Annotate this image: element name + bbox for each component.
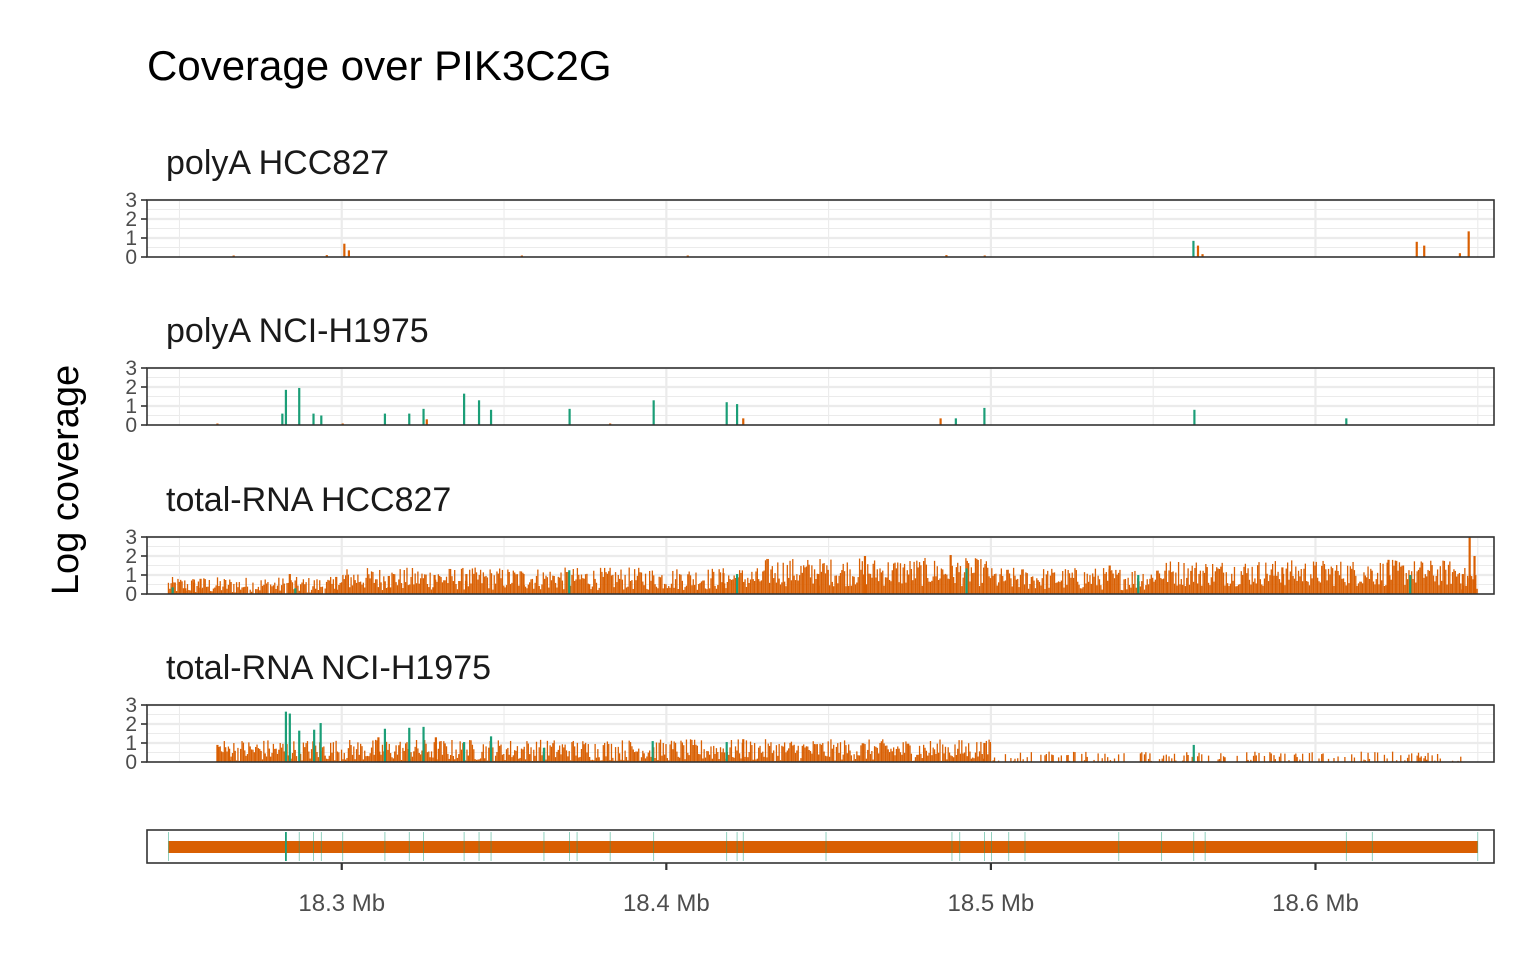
y-tick-label: 0 [125, 246, 137, 269]
y-tick-label: 2 [125, 713, 137, 736]
y-tick-label: 3 [125, 526, 137, 549]
panel-border [146, 536, 1495, 595]
gene-track [146, 829, 1495, 864]
y-tick-label: 0 [125, 751, 137, 774]
y-axis-label: Log coverage [45, 365, 87, 595]
panel-label: total-RNA NCI-H1975 [166, 649, 491, 687]
y-tick-label: 1 [125, 564, 137, 587]
y-tick-label: 0 [125, 414, 137, 437]
x-tick-label: 18.4 Mb [623, 890, 710, 917]
x-tick-label: 18.5 Mb [948, 890, 1035, 917]
y-tick-label: 1 [125, 732, 137, 755]
gene-body [168, 841, 1478, 853]
y-tick-label: 3 [125, 694, 137, 717]
x-tick-label: 18.3 Mb [298, 890, 385, 917]
panel-label: total-RNA HCC827 [166, 481, 451, 519]
panel-border [146, 199, 1495, 258]
y-tick-label: 2 [125, 376, 137, 399]
panel-label: polyA NCI-H1975 [166, 312, 429, 350]
y-tick-label: 1 [125, 227, 137, 250]
y-tick-label: 1 [125, 395, 137, 418]
y-tick-label: 3 [125, 189, 137, 212]
y-tick-label: 2 [125, 208, 137, 231]
x-tick-label: 18.6 Mb [1272, 890, 1359, 917]
x-axis: 18.3 Mb 18.4 Mb 18.5 Mb 18.6 Mb [298, 863, 1359, 917]
panel-border [146, 704, 1495, 763]
chart-title: Coverage over PIK3C2G [147, 42, 612, 89]
y-tick-label: 2 [125, 545, 137, 568]
y-tick-label: 3 [125, 357, 137, 380]
y-tick-label: 0 [125, 583, 137, 606]
panel-label: polyA HCC827 [166, 144, 389, 182]
panel-border [146, 367, 1495, 426]
